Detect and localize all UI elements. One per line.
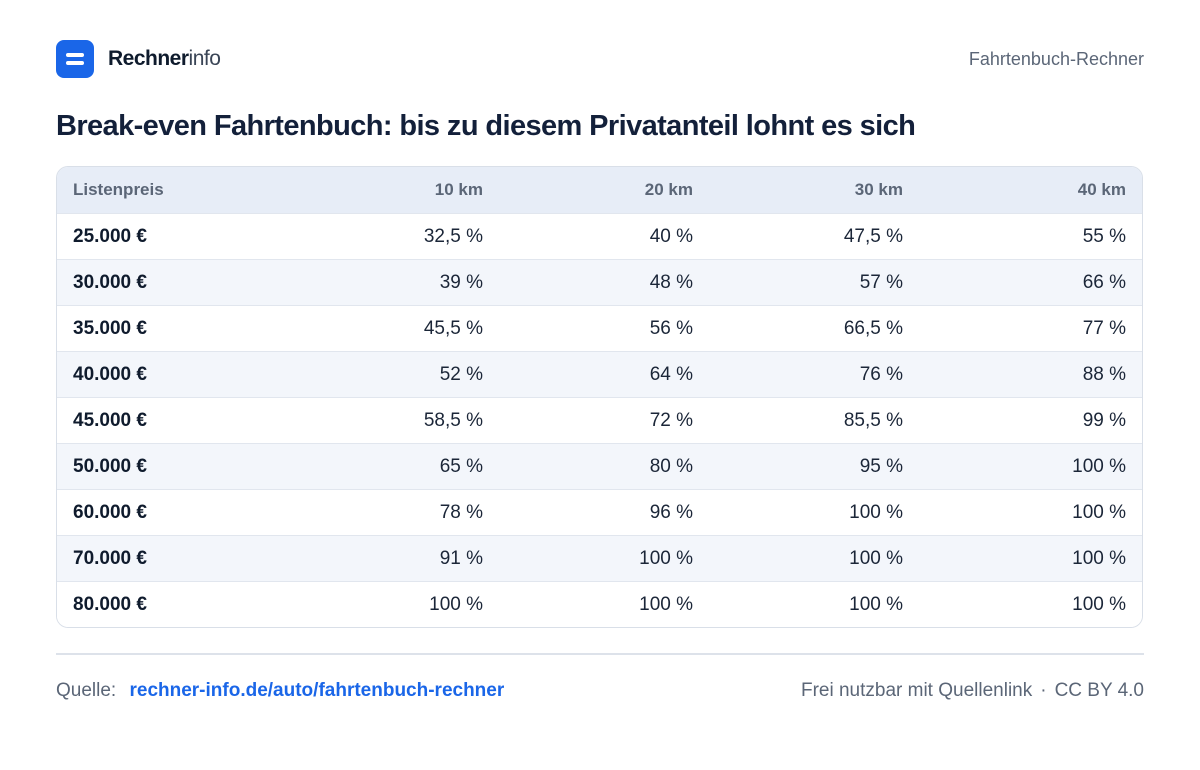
page-title: Break-even Fahrtenbuch: bis zu diesem Pr… [56, 110, 916, 142]
table-cell-value: 32,5 % [287, 213, 499, 260]
table-cell-value: 100 % [919, 581, 1142, 627]
table-cell-value: 56 % [499, 305, 709, 352]
table-row: 70.000 €91 % 100 % 100 % 100 % [57, 535, 1142, 582]
table-cell-value: 65 % [287, 443, 499, 490]
table-cell-value: 100 % [709, 535, 919, 582]
license-separator: · [1040, 679, 1047, 701]
table-row: 30.000 €39 % 48 % 57 % 66 % [57, 259, 1142, 306]
table-cell-listenpreis: 25.000 € [57, 213, 287, 260]
divider [56, 653, 1144, 655]
table-cell-value: 72 % [499, 397, 709, 444]
column-header-listenpreis: Listenpreis [57, 167, 287, 214]
table-row: 25.000 €32,5 % 40 % 47,5 % 55 % [57, 213, 1142, 260]
table-cell-value: 100 % [499, 581, 709, 627]
license-info: Frei nutzbar mit Quellenlink · CC BY 4.0 [801, 680, 1144, 702]
table-cell-value: 40 % [499, 213, 709, 260]
column-header-10km: 10 km [287, 167, 499, 214]
source-label: Quelle: [56, 679, 117, 701]
table-cell-value: 48 % [499, 259, 709, 306]
table-cell-value: 66,5 % [709, 305, 919, 352]
table-cell-listenpreis: 30.000 € [57, 259, 287, 306]
table-row: 80.000 €100 % 100 % 100 % 100 % [57, 581, 1142, 627]
table-cell-value: 100 % [919, 535, 1142, 582]
footer: Quelle: rechner-info.de/auto/fahrtenbuch… [56, 680, 1144, 702]
brand-name: Rechnerinfo [108, 47, 221, 71]
column-header-40km: 40 km [919, 167, 1142, 214]
data-table: Listenpreis 10 km 20 km 30 km 40 km 25.0… [57, 167, 1142, 627]
table-row: 35.000 €45,5 % 56 % 66,5 % 77 % [57, 305, 1142, 352]
table-cell-value: 47,5 % [709, 213, 919, 260]
table-cell-value: 45,5 % [287, 305, 499, 352]
table-row: 60.000 €78 % 96 % 100 % 100 % [57, 489, 1142, 536]
table-cell-value: 91 % [287, 535, 499, 582]
table-cell-value: 55 % [919, 213, 1142, 260]
table-cell-value: 76 % [709, 351, 919, 398]
table-cell-value: 100 % [919, 443, 1142, 490]
table-cell-listenpreis: 40.000 € [57, 351, 287, 398]
header-page-name: Fahrtenbuch-Rechner [968, 48, 1144, 69]
table-cell-value: 85,5 % [709, 397, 919, 444]
table-header-row: Listenpreis 10 km 20 km 30 km 40 km [57, 167, 1142, 214]
logo-bar-top [66, 53, 84, 57]
table-cell-value: 100 % [709, 489, 919, 536]
break-even-table: Listenpreis 10 km 20 km 30 km 40 km 25.0… [56, 166, 1143, 628]
source: Quelle: rechner-info.de/auto/fahrtenbuch… [56, 680, 504, 702]
brand[interactable]: Rechnerinfo [56, 40, 221, 78]
table-cell-value: 96 % [499, 489, 709, 536]
logo-bar-bottom [66, 61, 84, 65]
column-header-30km: 30 km [709, 167, 919, 214]
table-cell-listenpreis: 35.000 € [57, 305, 287, 352]
brand-name-strong: Rechner [108, 47, 189, 70]
table-cell-value: 100 % [919, 489, 1142, 536]
table-cell-value: 66 % [919, 259, 1142, 306]
table-cell-value: 64 % [499, 351, 709, 398]
table-row: 40.000 €52 % 64 % 76 % 88 % [57, 351, 1142, 398]
brand-name-light: info [188, 47, 221, 70]
table-cell-value: 100 % [709, 581, 919, 627]
table-cell-value: 100 % [499, 535, 709, 582]
table-cell-value: 78 % [287, 489, 499, 536]
table-cell-value: 58,5 % [287, 397, 499, 444]
table-cell-value: 52 % [287, 351, 499, 398]
column-header-20km: 20 km [499, 167, 709, 214]
source-link[interactable]: rechner-info.de/auto/fahrtenbuch-rechner [129, 679, 505, 701]
table-row: 50.000 €65 % 80 % 95 % 100 % [57, 443, 1142, 490]
table-cell-value: 39 % [287, 259, 499, 306]
table-cell-listenpreis: 45.000 € [57, 397, 287, 444]
table-cell-listenpreis: 50.000 € [57, 443, 287, 490]
table-cell-value: 88 % [919, 351, 1142, 398]
logo-icon [56, 40, 94, 78]
table-cell-value: 95 % [709, 443, 919, 490]
license-name: CC BY 4.0 [1054, 679, 1144, 701]
table-cell-listenpreis: 60.000 € [57, 489, 287, 536]
header: Rechnerinfo Fahrtenbuch-Rechner [56, 40, 1144, 78]
table-cell-listenpreis: 70.000 € [57, 535, 287, 582]
table-cell-value: 77 % [919, 305, 1142, 352]
table-cell-value: 80 % [499, 443, 709, 490]
table-row: 45.000 €58,5 % 72 % 85,5 % 99 % [57, 397, 1142, 444]
table-cell-value: 57 % [709, 259, 919, 306]
page: Rechnerinfo Fahrtenbuch-Rechner Break-ev… [56, 40, 1144, 702]
license-text: Frei nutzbar mit Quellenlink [800, 679, 1033, 701]
table-cell-value: 100 % [287, 581, 499, 627]
table-body: 25.000 €32,5 % 40 % 47,5 % 55 % 30.000 €39 %… [57, 213, 1142, 627]
table-cell-value: 99 % [919, 397, 1142, 444]
table-cell-listenpreis: 80.000 € [57, 581, 287, 627]
